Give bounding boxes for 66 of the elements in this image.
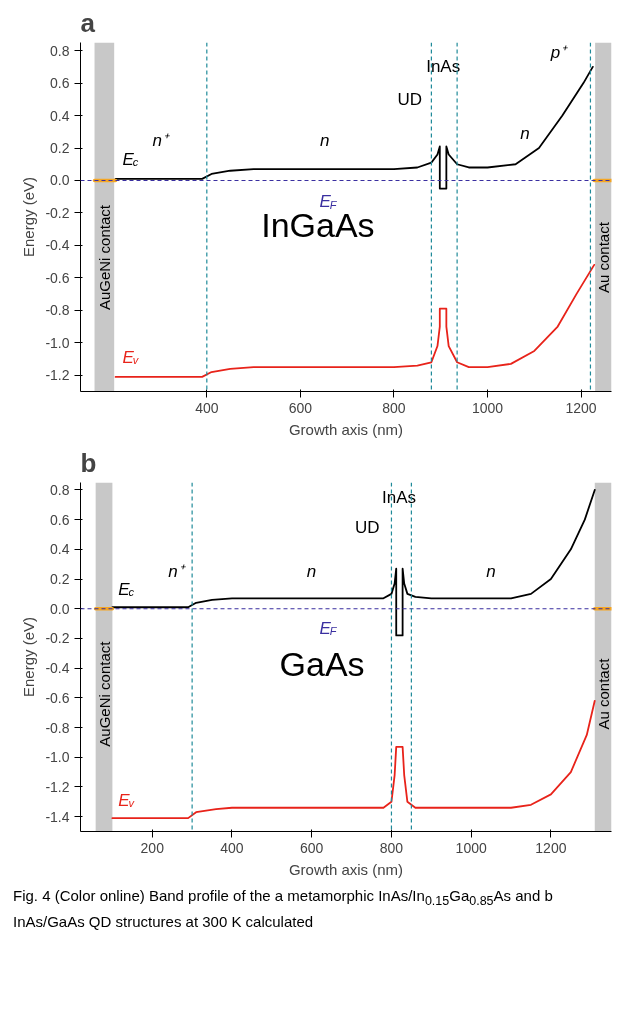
x-tick-label: 800 — [382, 399, 406, 416]
annotation: n — [520, 123, 530, 143]
y-tick-label: 0.6 — [50, 75, 70, 92]
legend-label: Ec — [122, 149, 139, 169]
band-label: Au contact — [594, 657, 612, 730]
line-series — [114, 263, 596, 378]
y-tick-label: 0.2 — [50, 140, 70, 157]
annotation: n — [306, 561, 317, 581]
y-tick-label: -0.4 — [45, 237, 70, 254]
x-tick-label: 1000 — [471, 399, 504, 416]
y-tick-label: -1.0 — [45, 334, 70, 351]
annotation: p⁺ — [549, 43, 569, 63]
annotation: n⁺ — [168, 561, 186, 581]
annotation: InAs — [426, 57, 461, 77]
text: GaAs — [279, 645, 365, 684]
x-tick-label: 400 — [220, 839, 244, 856]
series-label: Ev — [118, 790, 136, 810]
line-series — [111, 699, 596, 820]
annotation: n — [320, 130, 330, 150]
x-axis-title: Growth axis (nm) — [288, 420, 404, 438]
series-label: Ev — [122, 347, 140, 367]
y-tick-label: 0.0 — [50, 172, 70, 189]
band-label: Au contact — [594, 221, 612, 294]
y-tick-label: 0.2 — [50, 571, 70, 588]
y-tick-label: 0.0 — [50, 600, 70, 617]
y-tick-label: 0.8 — [50, 42, 70, 59]
y-axis-title: Energy (eV) — [20, 616, 38, 698]
y-tick-label: -0.8 — [45, 302, 70, 319]
annotation: n⁺ — [152, 130, 170, 150]
x-tick-label: 1200 — [535, 839, 567, 856]
annotation: n — [486, 561, 496, 581]
x-tick-label: 1200 — [565, 399, 597, 416]
x-tick-label: 600 — [300, 839, 324, 856]
y-axis-title: Energy (eV) — [20, 176, 38, 258]
x-tick-label: 800 — [379, 839, 404, 856]
y-tick-label: -0.2 — [45, 630, 70, 647]
y-tick-label: -0.6 — [45, 269, 70, 286]
ref-line-label: EF — [319, 618, 338, 638]
annotation: InAs — [382, 488, 417, 508]
text: Fig. 4 (Color online) Band profile of the a metamorphic InAs/In$_{0.15}$Ga$_{0.85}$As and b InAs/GaAs QD structures at 300 K calculated — [13, 887, 553, 930]
x-tick-label: 1000 — [455, 839, 487, 856]
y-tick-label: -1.0 — [45, 749, 70, 766]
x-tick-label: 200 — [140, 839, 165, 856]
y-tick-label: -1.2 — [45, 367, 70, 384]
band-label: AuGeNi contact — [95, 640, 113, 747]
y-tick-label: -0.2 — [45, 204, 70, 221]
band-label: AuGeNi contact — [95, 204, 113, 311]
legend-label: Ec — [118, 579, 135, 599]
y-tick-label: -0.8 — [45, 719, 70, 736]
y-tick-label: 0.8 — [50, 481, 70, 498]
y-tick-label: 0.4 — [50, 541, 70, 558]
y-tick-label: 0.4 — [50, 107, 70, 124]
y-tick-label: 0.6 — [50, 511, 70, 528]
x-tick-label: 600 — [288, 399, 313, 416]
y-tick-label: -0.4 — [45, 660, 70, 677]
chart-title: b — [80, 447, 97, 478]
annotation: UD — [354, 518, 380, 538]
line-series — [111, 489, 596, 637]
annotation: UD — [397, 89, 423, 109]
chart-title: a — [80, 7, 96, 38]
x-axis-title: Growth axis (nm) — [288, 860, 404, 878]
x-tick-label: 400 — [195, 399, 219, 416]
y-tick-label: -0.6 — [45, 689, 70, 706]
y-tick-label: -1.2 — [45, 778, 70, 795]
ref-line-label: EF — [319, 192, 338, 212]
y-tick-label: -1.4 — [45, 808, 70, 825]
